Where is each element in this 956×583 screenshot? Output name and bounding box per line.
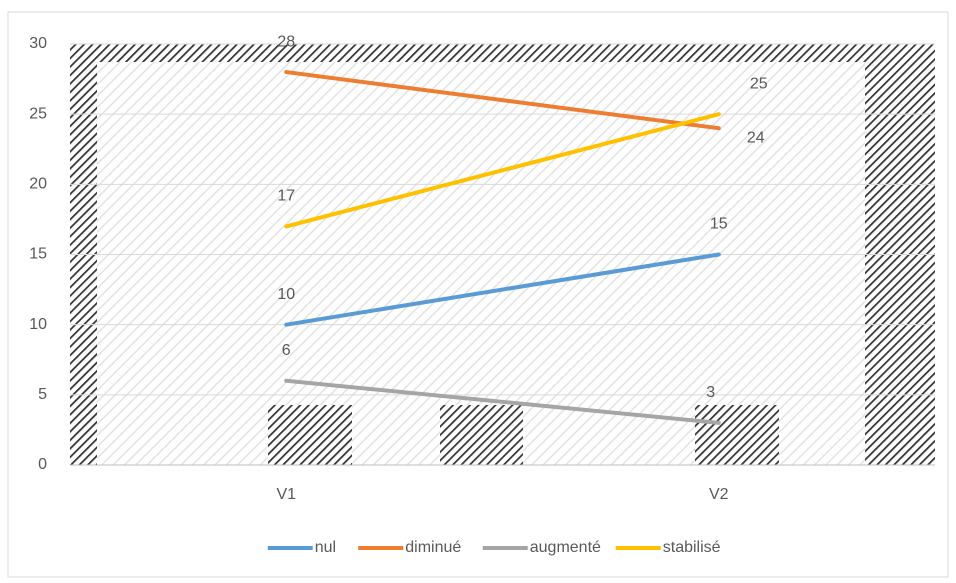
y-tick-label: 25 [29, 105, 47, 122]
legend-label: nul [315, 539, 336, 556]
data-label: 3 [706, 384, 715, 401]
series-line [284, 70, 721, 131]
y-tick-label: 30 [29, 35, 47, 52]
data-label: 6 [282, 342, 291, 359]
series-line [284, 112, 721, 229]
y-tick-label: 5 [38, 386, 47, 403]
data-label: 17 [277, 188, 295, 205]
data-label: 24 [747, 129, 765, 146]
legend-label: stabilisé [663, 539, 721, 556]
series-line [284, 252, 721, 327]
y-tick-label: 0 [38, 456, 47, 473]
y-tick-label: 20 [29, 176, 47, 193]
series-line [284, 378, 721, 425]
data-label: 28 [277, 33, 295, 50]
x-tick-label: V1 [276, 486, 296, 503]
legend-label: diminué [405, 539, 461, 556]
data-label: 25 [750, 75, 768, 92]
y-tick-label: 15 [29, 246, 47, 263]
legend-label: augmenté [530, 539, 601, 556]
x-tick-label: V2 [709, 486, 729, 503]
y-tick-label: 10 [29, 316, 47, 333]
data-label: 10 [277, 286, 295, 303]
data-label: 15 [710, 216, 728, 233]
